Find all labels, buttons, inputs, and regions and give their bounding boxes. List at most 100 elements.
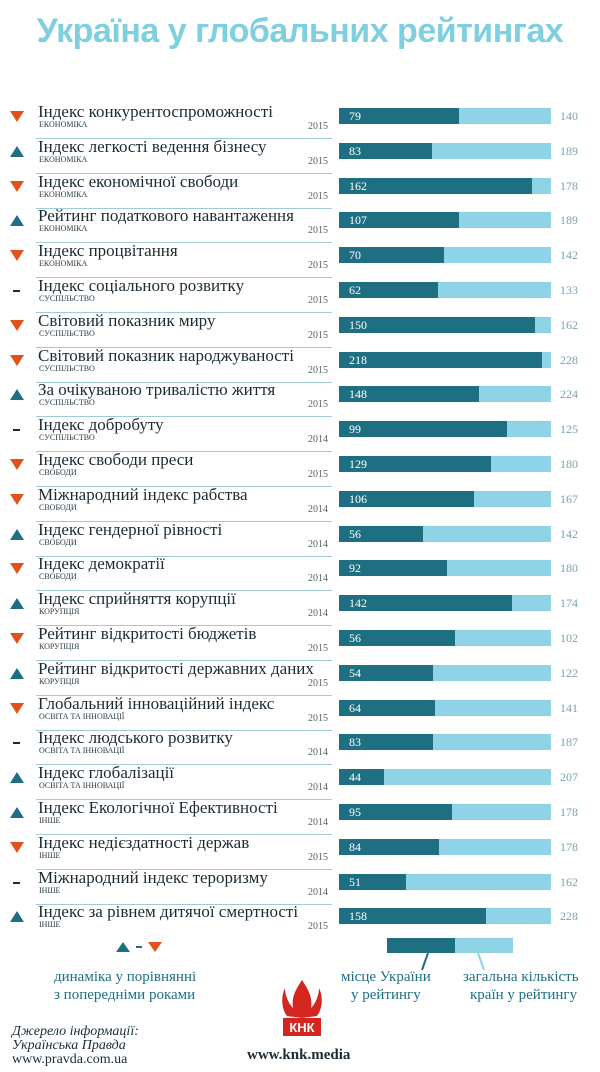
ukraine-rank-bar — [339, 525, 423, 542]
rating-year: 2014 — [308, 886, 328, 898]
row-divider — [36, 520, 332, 522]
ukraine-rank-bar — [339, 177, 532, 194]
rating-category: ІНШЕ — [39, 850, 61, 860]
ukraine-rank-bar — [339, 804, 453, 820]
rank-value: 162 — [349, 178, 367, 193]
rating-year: 2015 — [308, 712, 328, 724]
rank-value: 79 — [349, 109, 361, 123]
rating-year: 2014 — [308, 782, 328, 794]
ukraine-rank-bar — [339, 734, 434, 751]
rank-value: 62 — [349, 283, 361, 297]
svg-text:КНК: КНК — [289, 1020, 314, 1035]
rank-value: 92 — [349, 561, 361, 576]
rank-value: 150 — [349, 317, 367, 332]
rating-name: Індекс свободи преси — [38, 450, 194, 469]
trend-legend-icon — [116, 942, 162, 952]
rating-row: Індекс сприйняття корупції КОРУПЦІЯ 2014 14… — [0, 590, 600, 627]
total-value: 178 — [560, 178, 578, 193]
row-divider — [36, 555, 332, 557]
rating-year: 2015 — [308, 643, 328, 654]
total-value: 187 — [560, 735, 578, 750]
total-value: 180 — [560, 561, 578, 576]
trend-up-icon — [10, 911, 24, 923]
legend-rank-line-2: у рейтингу — [351, 987, 421, 1003]
rank-value: 44 — [349, 770, 361, 785]
rating-row: Рейтинг податкового навантаження ЕКОНОМІК… — [0, 206, 600, 244]
rank-value: 70 — [349, 248, 361, 263]
rating-year: 2015 — [308, 364, 328, 376]
total-value: 140 — [560, 109, 578, 123]
rating-category: ЕКОНОМІКА — [39, 224, 88, 234]
rating-row: Міжнародний індекс тероризму ІНШЕ 2014 51 16… — [0, 868, 600, 905]
rating-row: Індекс конкурентоспроможності ЕКОНОМІКА 20… — [0, 103, 600, 139]
total-value: 141 — [560, 700, 578, 715]
row-divider — [36, 834, 332, 835]
ukraine-rank-bar — [339, 421, 507, 438]
rating-name: Індекс демократії — [38, 554, 165, 574]
rating-year: 2014 — [308, 747, 328, 759]
rating-row: Світовий показник миру СУСПІЛЬСТВО 2015 150… — [0, 311, 600, 348]
total-value: 162 — [560, 317, 578, 332]
rating-row: Міжнародний індекс рабства СВОБОДИ 2014 106… — [0, 484, 600, 522]
total-value: 180 — [560, 457, 578, 471]
row-divider — [36, 416, 332, 418]
total-value: 178 — [560, 839, 578, 854]
legend-total-swatch — [455, 938, 513, 953]
rating-name: Рейтинг податкового навантаження — [38, 206, 294, 226]
rank-value: 83 — [349, 143, 361, 158]
rating-category: СУСПІЛЬСТВО — [39, 433, 95, 443]
rating-name: Індекс економічної свободи — [38, 171, 239, 191]
trend-up-icon — [10, 215, 24, 227]
rating-name: Індекс процвітання — [38, 241, 178, 261]
total-value: 133 — [560, 283, 578, 297]
rating-year: 2015 — [308, 190, 328, 202]
trend-same-icon — [13, 881, 20, 884]
ukraine-rank-bar — [339, 630, 456, 646]
rating-year: 2015 — [308, 155, 328, 167]
ukraine-rank-bar — [339, 108, 459, 124]
rating-row: Індекс за рівнем дитячої смертності ІНШЕ 2… — [0, 903, 600, 938]
rating-name: Індекс Екологічної Ефективності — [38, 798, 278, 817]
ukraine-rank-bar — [339, 386, 480, 403]
rating-category: ОСВІТА ТА ІННОВАЦІЇ — [39, 746, 125, 756]
total-value: 178 — [560, 805, 578, 819]
rating-row: Індекс економічної свободи ЕКОНОМІКА 2015 1… — [0, 171, 600, 209]
trend-up-icon — [10, 145, 24, 157]
rating-row: Рейтинг відкритості бюджетів КОРУПЦІЯ 2015… — [0, 625, 600, 661]
ukraine-rank-bar — [339, 212, 460, 229]
ukraine-rank-bar — [339, 873, 406, 890]
ukraine-rank-bar — [339, 769, 385, 786]
row-divider — [36, 207, 332, 209]
trend-down-icon — [10, 319, 24, 331]
rating-category: ЕКОНОМІКА — [39, 120, 88, 129]
rating-row: Індекс Екологічної Ефективності ІНШЕ 2014 9… — [0, 798, 600, 835]
rating-name: Світовий показник народжуваності — [38, 345, 294, 365]
trend-down-icon — [10, 111, 24, 122]
rating-category: СУСПІЛЬСТВО — [39, 363, 95, 373]
rating-year: 2015 — [308, 260, 328, 272]
total-countries-bar — [339, 769, 551, 786]
total-value: 162 — [560, 874, 578, 889]
rank-value: 148 — [349, 387, 367, 402]
trend-down-icon — [10, 250, 24, 262]
rating-name: За очікуваною тривалістю життя — [38, 380, 276, 400]
legend-total-line-2: країн у рейтингу — [470, 987, 578, 1003]
site-url[interactable]: www.knk.media — [247, 1047, 351, 1063]
rank-value: 218 — [349, 352, 367, 367]
row-divider — [36, 172, 332, 174]
rating-year: 2015 — [308, 469, 328, 480]
ukraine-rank-bar — [339, 316, 536, 333]
rank-value: 56 — [349, 631, 361, 645]
source-label: Джерело інформації: — [12, 1024, 139, 1039]
rating-category: ЕКОНОМІКА — [39, 154, 88, 164]
rating-category: ІНШЕ — [39, 885, 61, 895]
trend-down-icon — [10, 563, 24, 575]
total-value: 224 — [560, 387, 578, 402]
rating-category: СУСПІЛЬСТВО — [39, 398, 95, 408]
row-divider — [36, 764, 332, 766]
rating-name: Міжнародний індекс рабства — [38, 484, 248, 504]
rating-row: Індекс свободи преси СВОБОДИ 2015 129 180 — [0, 450, 600, 487]
rating-year: 2015 — [308, 121, 328, 132]
source-url[interactable]: www.pravda.com.ua — [12, 1052, 128, 1067]
total-value: 142 — [560, 248, 578, 263]
